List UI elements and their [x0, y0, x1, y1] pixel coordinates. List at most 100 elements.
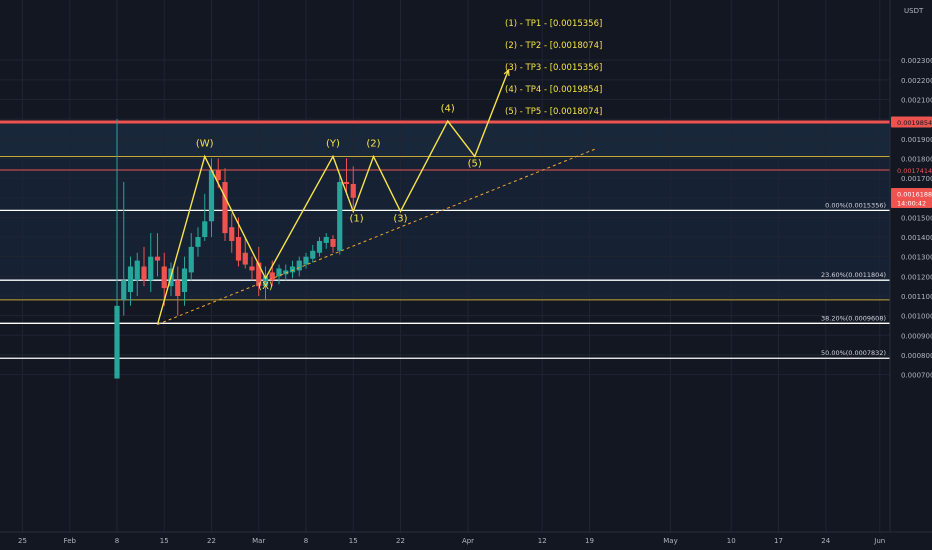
- candle-body: [316, 240, 323, 253]
- trend-line: [157, 148, 597, 325]
- candle-body: [343, 182, 350, 184]
- time-tick-label: 17: [774, 537, 783, 545]
- current-price-badge-text: 14:00:42: [897, 200, 926, 208]
- candle-body: [235, 237, 242, 261]
- wave-overlay: (W) (X) (Y) (1) (2) (3) (4) (5): [156, 68, 597, 325]
- candle-body: [181, 268, 188, 293]
- wave-path: [156, 69, 510, 325]
- candle-body: [229, 227, 235, 241]
- resistance-badge-secondary: [891, 164, 932, 176]
- time-tick-label: 22: [207, 537, 216, 545]
- candle-body: [134, 260, 140, 281]
- wave-label: (2): [366, 139, 380, 150]
- price-tick-label: 0.0012000: [901, 273, 932, 281]
- candle-body: [337, 182, 343, 251]
- candle-body: [208, 170, 215, 222]
- time-tick-label: Jun: [873, 537, 885, 545]
- target-item: (3) - TP3 - [0.0015356]: [505, 63, 602, 73]
- time-tick-label: Mar: [252, 537, 265, 545]
- candle-body: [323, 237, 329, 243]
- candle-body: [283, 270, 289, 275]
- time-tick-label: Apr: [462, 537, 474, 545]
- wave-label: (1): [350, 213, 364, 224]
- candle-body: [249, 266, 255, 271]
- time-tick-label: 24: [821, 537, 830, 545]
- wave-label: (4): [441, 103, 455, 114]
- resistance-badge: [891, 116, 932, 128]
- candle-body: [242, 252, 248, 265]
- time-tick-label: 8: [304, 537, 308, 545]
- price-tick-label: 0.0022000: [901, 77, 932, 85]
- target-item: (5) - TP5 - [0.0018074]: [505, 107, 602, 117]
- candle-body: [127, 266, 134, 293]
- fib-level-label: 50.00%(0.0007832): [821, 349, 886, 357]
- wave-label: (W): [196, 139, 214, 150]
- current-price-badge-text: 0.0016188: [897, 191, 932, 199]
- time-tick-label: 8: [115, 537, 119, 545]
- price-tick-label: 0.0017000: [901, 175, 932, 183]
- candles: [114, 119, 356, 379]
- time-tick-label: 25: [18, 537, 27, 545]
- candle-body: [154, 256, 161, 261]
- price-tick-label: 0.0013000: [901, 254, 932, 262]
- time-tick-label: Feb: [64, 537, 77, 545]
- candle-body: [289, 266, 296, 273]
- candle-body: [222, 182, 228, 234]
- currency-label: USDT: [904, 7, 924, 15]
- price-tick-label: 0.0014000: [901, 234, 932, 242]
- target-item: (2) - TP2 - [0.0018074]: [505, 41, 602, 51]
- candle-body: [215, 170, 221, 181]
- wave-label: (5): [468, 158, 482, 169]
- price-tick-label: 0.0021000: [901, 96, 932, 104]
- fib-level-label: 38.20%(0.0009608): [821, 314, 886, 322]
- candle-body: [188, 246, 194, 273]
- candle-body: [121, 280, 127, 300]
- price-tick-label: 0.0015000: [901, 214, 932, 222]
- price-tick-label: 0.0023000: [901, 57, 932, 65]
- candle-body: [195, 237, 201, 247]
- time-tick-label: 10: [727, 537, 736, 545]
- price-tick-label: 0.0019000: [901, 136, 932, 144]
- price-tick-label: 0.0007000: [901, 372, 932, 380]
- target-list: (1) - TP1 - [0.0015356] (2) - TP2 - [0.00…: [505, 19, 602, 117]
- wave-label: (3): [393, 213, 407, 224]
- fib-level-label: 23.60%(0.0011804): [821, 271, 886, 279]
- candle-body: [202, 221, 208, 238]
- price-tick-label: 0.0010000: [901, 313, 932, 321]
- resistance-badge-text: 0.0019854: [897, 119, 932, 127]
- time-tick-label: 19: [585, 537, 594, 545]
- time-tick-label: 15: [349, 537, 358, 545]
- wave-label: (Y): [326, 139, 340, 150]
- candle-body: [303, 256, 309, 265]
- price-tick-label: 0.0008000: [901, 352, 932, 360]
- wave-arrow-head: [503, 68, 510, 77]
- candle-body: [330, 238, 336, 247]
- time-axis[interactable]: 25 Feb 8 15 22 Mar 8 15 22 Apr 12 19 May 10 17 24 Jun: [18, 537, 885, 545]
- candle-body: [269, 272, 275, 281]
- time-tick-label: May: [663, 537, 677, 545]
- time-tick-label: 22: [396, 537, 405, 545]
- candle-body: [310, 250, 316, 259]
- price-tick-label: 0.0018000: [901, 155, 932, 163]
- price-tick-label: 0.0011000: [901, 293, 932, 301]
- candle-body: [114, 305, 120, 379]
- candle-body: [296, 260, 302, 271]
- target-item: (4) - TP4 - [0.0019854]: [505, 85, 602, 95]
- candle-body: [148, 256, 154, 281]
- price-axis-panel: [890, 0, 932, 532]
- candle-body: [175, 280, 181, 296]
- candle-body: [141, 266, 147, 281]
- time-tick-label: 12: [538, 537, 547, 545]
- time-tick-label: 15: [160, 537, 169, 545]
- current-price-badge: [891, 188, 932, 209]
- candle-body: [276, 268, 282, 277]
- wave-label: (X): [258, 281, 273, 292]
- fib-level-label: 0.00%(0.0015356): [825, 201, 886, 209]
- candle-body: [256, 262, 262, 287]
- grid-lines: [0, 0, 890, 532]
- candle-body: [350, 183, 356, 198]
- target-item: (1) - TP1 - [0.0015356]: [505, 19, 602, 29]
- candle-body: [161, 266, 167, 289]
